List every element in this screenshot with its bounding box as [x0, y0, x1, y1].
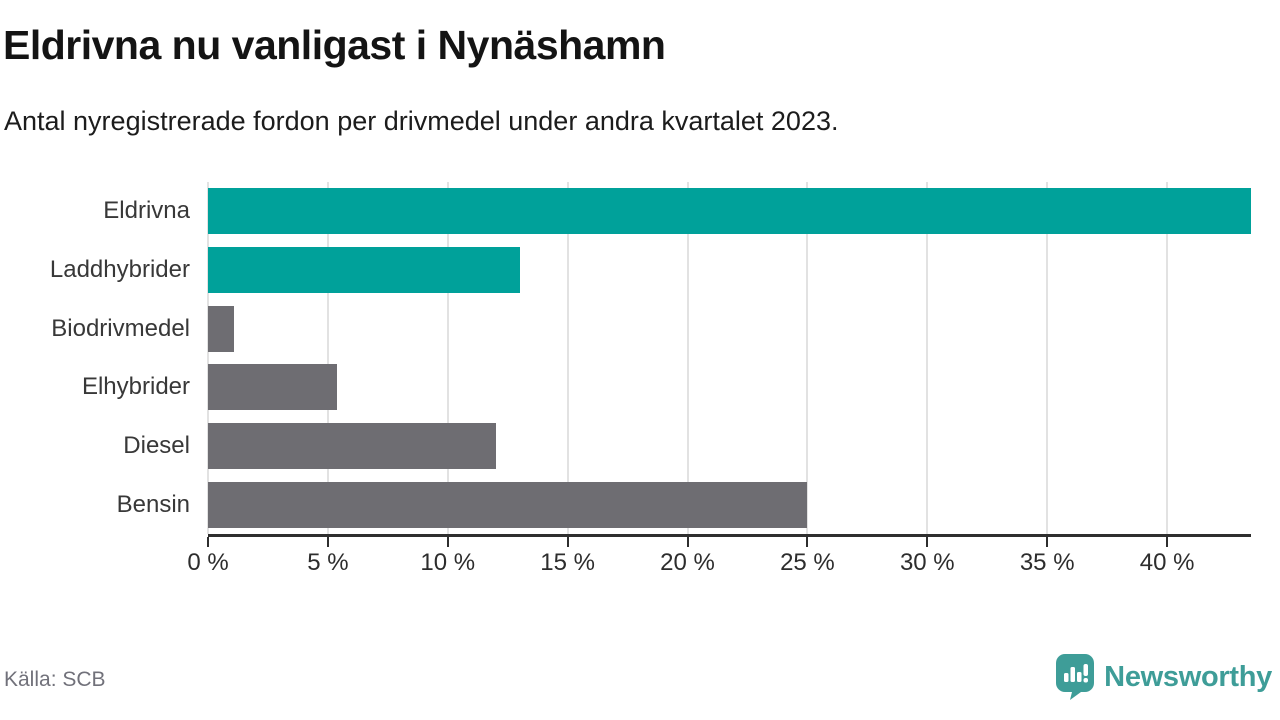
x-tick-mark: [1046, 537, 1049, 547]
gridline: [326, 182, 329, 534]
x-axis-tick-marks: [207, 537, 1251, 547]
x-tick-label: 5 %: [307, 549, 349, 576]
x-tick-label: 25 %: [780, 549, 835, 576]
gridline: [686, 182, 689, 534]
newsworthy-bubble-chart-icon: [1056, 654, 1095, 700]
x-tick-mark: [806, 537, 809, 547]
x-tick-mark: [566, 537, 569, 547]
x-axis-tick-labels: 0 % 5 % 10 % 15 % 20 % 25 % 30 % 35 % 40 %: [187, 549, 1251, 579]
category-axis-labels: Eldrivna Laddhybrider Biodrivmedel Elhybrid…: [0, 182, 190, 534]
category-label-eldrivna: Eldrivna: [103, 197, 190, 225]
chart-subtitle: Antal nyregistrerade fordon per drivmede…: [4, 106, 839, 136]
gridline: [806, 182, 809, 534]
bar-diesel: [208, 423, 496, 469]
x-tick-mark: [326, 537, 329, 547]
bar-eldrivna: [208, 188, 1251, 235]
x-tick-mark: [207, 537, 209, 547]
x-tick-mark: [686, 537, 689, 547]
category-label-biodrivmedel: Biodrivmedel: [51, 314, 190, 342]
plot-area: [207, 182, 1251, 534]
gridline: [1046, 182, 1049, 534]
bar-laddhybrider: [208, 247, 520, 293]
gridline: [926, 182, 929, 534]
x-tick-label: 30 %: [899, 549, 955, 576]
newsworthy-logo[interactable]: Newsworthy: [1056, 654, 1272, 700]
newsworthy-wordmark: Newsworthy: [1104, 660, 1272, 693]
gridline: [566, 182, 569, 534]
x-tick-mark: [446, 537, 449, 547]
category-label-bensin: Bensin: [116, 490, 190, 518]
category-label-diesel: Diesel: [123, 431, 190, 459]
gridline: [1166, 182, 1169, 534]
category-label-laddhybrider: Laddhybrider: [49, 255, 190, 283]
x-tick-label: 0 %: [187, 549, 229, 576]
gridline: [207, 182, 209, 534]
x-tick-label: 35 %: [1019, 549, 1075, 576]
category-label-elhybrider: Elhybrider: [81, 373, 190, 401]
x-tick-mark: [926, 537, 929, 547]
x-axis-line: [208, 534, 1251, 537]
bar-bensin: [208, 481, 808, 528]
x-tick-label: 20 %: [660, 549, 715, 576]
chart-title: Eldrivna nu vanligast i Nynäshamn: [3, 22, 666, 68]
x-tick-mark: [1166, 537, 1169, 547]
x-tick-label: 10 %: [420, 549, 476, 576]
source-note: Källa: SCB: [4, 668, 106, 691]
gridline: [446, 182, 449, 534]
x-tick-label: 15 %: [540, 549, 595, 576]
x-tick-label: 40 %: [1139, 549, 1195, 576]
bar-biodrivmedel: [208, 305, 235, 352]
bar-elhybrider: [208, 364, 338, 411]
